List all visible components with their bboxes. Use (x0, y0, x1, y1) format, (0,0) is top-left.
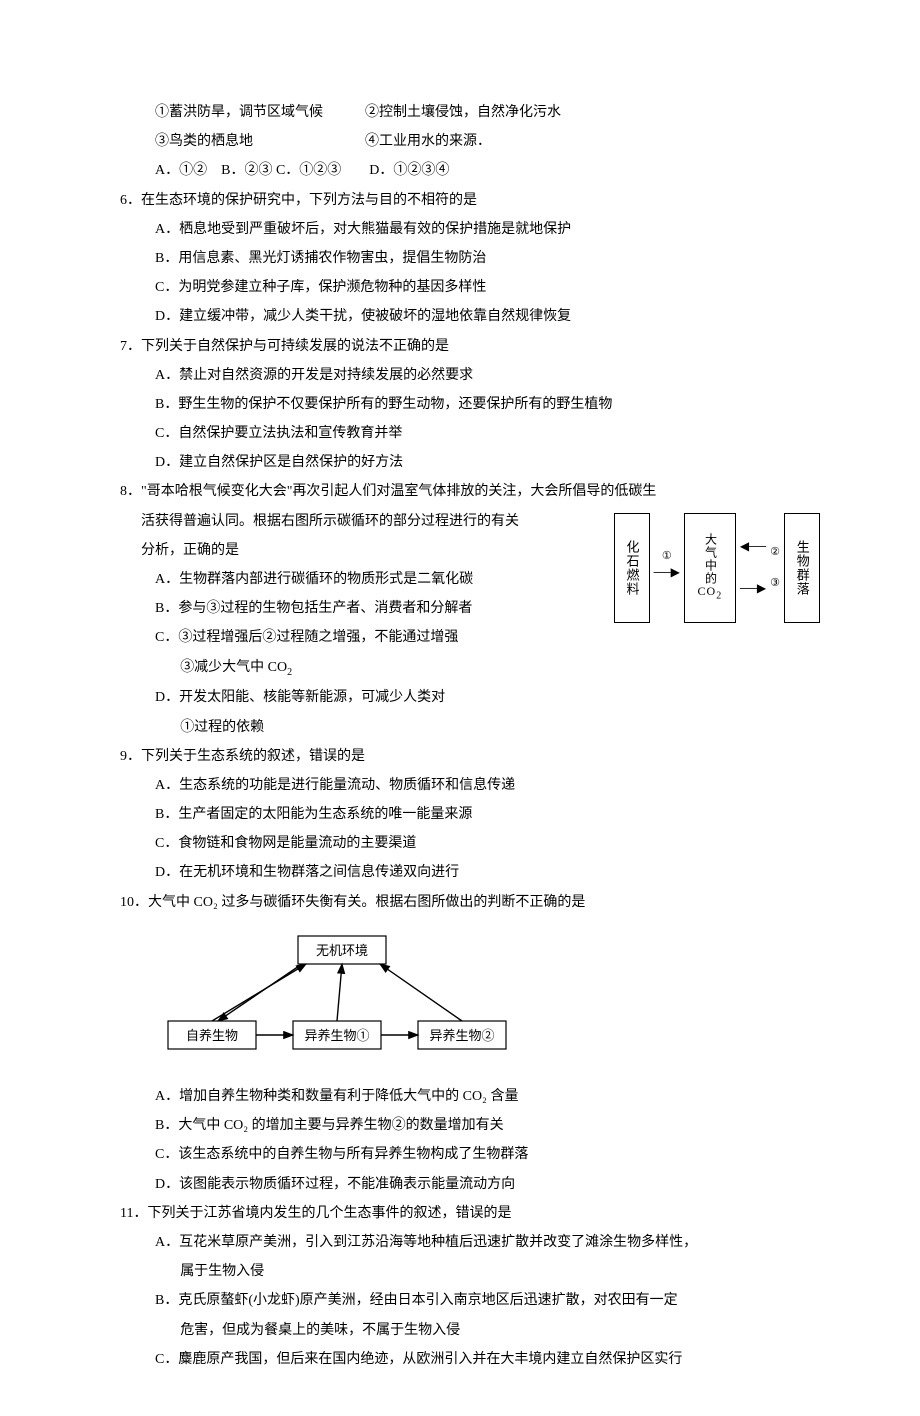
q5-options-line2: ③鸟类的栖息地 ④工业用水的来源． (120, 129, 820, 154)
q7-A: A．禁止对自然资源的开发是对持续发展的必然要求 (120, 363, 820, 388)
q7-B: B．野生生物的保护不仅要保护所有的野生动物，还要保护所有的野生植物 (120, 392, 820, 417)
q6-stem: 6．在生态环境的保护研究中，下列方法与目的不相符的是 (120, 188, 820, 213)
q8-box-co2: 大气中的 CO2 (684, 513, 736, 623)
q11-stem: 11．下列关于江苏省境内发生的几个生态事件的叙述，错误的是 (120, 1201, 820, 1226)
q11-B1: B．克氏原螯虾(小龙虾)原产美洲，经由日本引入南京地区后迅速扩散，对农田有一定 (120, 1288, 820, 1313)
q5-opt3: ③鸟类的栖息地 (120, 134, 253, 149)
q10-A: A．增加自养生物种类和数量有利于降低大气中的 CO₂ 含量 (120, 1084, 820, 1109)
q5-choices: A．①② B．②③ C．①②③ D．①②③④ (120, 158, 820, 183)
q8-D2: ①过程的依赖 (120, 715, 820, 740)
q10-figure: 无机环境自养生物 异养生物① 异养生物② (148, 921, 820, 1080)
q11-C1: C．麋鹿原产我国，但后来在国内绝迹，从欧洲引入并在大丰境内建立自然保护区实行 (120, 1347, 820, 1372)
q9-stem: 9．下列关于生态系统的叙述，错误的是 (120, 744, 820, 769)
q8-stem1: 8．"哥本哈根气候变化大会"再次引起人们对温室气体排放的关注，大会所倡导的低碳生 (120, 479, 820, 504)
q5-opt1: ①蓄洪防旱，调节区域气候 (120, 105, 323, 120)
q8-arrows-right: ◀── ──▶ (740, 536, 766, 599)
svg-text:异养生物①: 异养生物① (304, 1028, 369, 1043)
svg-text:异养生物②: 异养生物② (429, 1028, 494, 1043)
q8-figure: 化石燃料 ① ──▶ 大气中的 CO2 ◀── ──▶ ② ③ 生物群落 (614, 513, 820, 623)
q6-D: D．建立缓冲带，减少人类干扰，使被破坏的湿地依靠自然规律恢复 (120, 304, 820, 329)
q8-box-fossil: 化石燃料 (614, 513, 650, 623)
q8-arrow-1: ① ──▶ (654, 551, 680, 584)
q8-C1: C．③过程增强后②过程随之增强，不能通过增强 (120, 625, 820, 650)
q7-C: C．自然保护要立法执法和宣传教育并举 (120, 421, 820, 446)
q11-A1: A．互花米草原产美洲，引入到江苏沿海等地种植后迅速扩散并改变了滩涂生物多样性， (120, 1230, 820, 1255)
q8-arrow-labels: ② ③ (770, 547, 780, 589)
q8-box-community: 生物群落 (784, 513, 820, 623)
arrow-right-icon: ──▶ (654, 562, 680, 584)
q5-opt2: ②控制土壤侵蚀，自然净化污水 (365, 105, 561, 120)
q7-stem: 7．下列关于自然保护与可持续发展的说法不正确的是 (120, 334, 820, 359)
q6-A: A．栖息地受到严重破坏后，对大熊猫最有效的保护措施是就地保护 (120, 217, 820, 242)
svg-text:无机环境: 无机环境 (316, 943, 368, 958)
q5-options-line1: ①蓄洪防旱，调节区域气候 ②控制土壤侵蚀，自然净化污水 (120, 100, 820, 125)
arrow-left-icon: ◀── (740, 536, 766, 558)
q10-stem: 10．大气中 CO₂ 过多与碳循环失衡有关。根据右图所做出的判断不正确的是 (120, 890, 820, 915)
q8-C2: ③减少大气中 CO2 (120, 655, 820, 682)
q11-A2: 属于生物入侵 (120, 1259, 820, 1284)
q9-A: A．生态系统的功能是进行能量流动、物质循环和信息传递 (120, 773, 820, 798)
q6-C: C．为明党参建立种子库，保护濒危物种的基因多样性 (120, 275, 820, 300)
q10-D: D．该图能表示物质循环过程，不能准确表示能量流动方向 (120, 1172, 820, 1197)
q5-opt4: ④工业用水的来源． (365, 134, 491, 149)
q8-mid-top: 大气中的 (703, 533, 716, 585)
q6-B: B．用信息素、黑光灯诱捕农作物害虫，提倡生物防治 (120, 246, 820, 271)
q7-D: D．建立自然保护区是自然保护的好方法 (120, 450, 820, 475)
svg-text:自养生物: 自养生物 (186, 1028, 238, 1043)
arrow-right-icon: ──▶ (740, 578, 766, 600)
q8-mid-co: CO2 (698, 585, 723, 601)
q10-svg: 无机环境自养生物 异养生物① 异养生物② (148, 921, 528, 1071)
q8-D1: D．开发太阳能、核能等新能源，可减少人类对 (120, 685, 820, 710)
q9-B: B．生产者固定的太阳能为生态系统的唯一能量来源 (120, 802, 820, 827)
q9-D: D．在无机环境和生物群落之间信息传递双向进行 (120, 860, 820, 885)
q10-B: B．大气中 CO₂ 的增加主要与异养生物②的数量增加有关 (120, 1113, 820, 1138)
q10-C: C．该生态系统中的自养生物与所有异养生物构成了生物群落 (120, 1142, 820, 1167)
q11-B2: 危害，但成为餐桌上的美味，不属于生物入侵 (120, 1318, 820, 1343)
q9-C: C．食物链和食物网是能量流动的主要渠道 (120, 831, 820, 856)
